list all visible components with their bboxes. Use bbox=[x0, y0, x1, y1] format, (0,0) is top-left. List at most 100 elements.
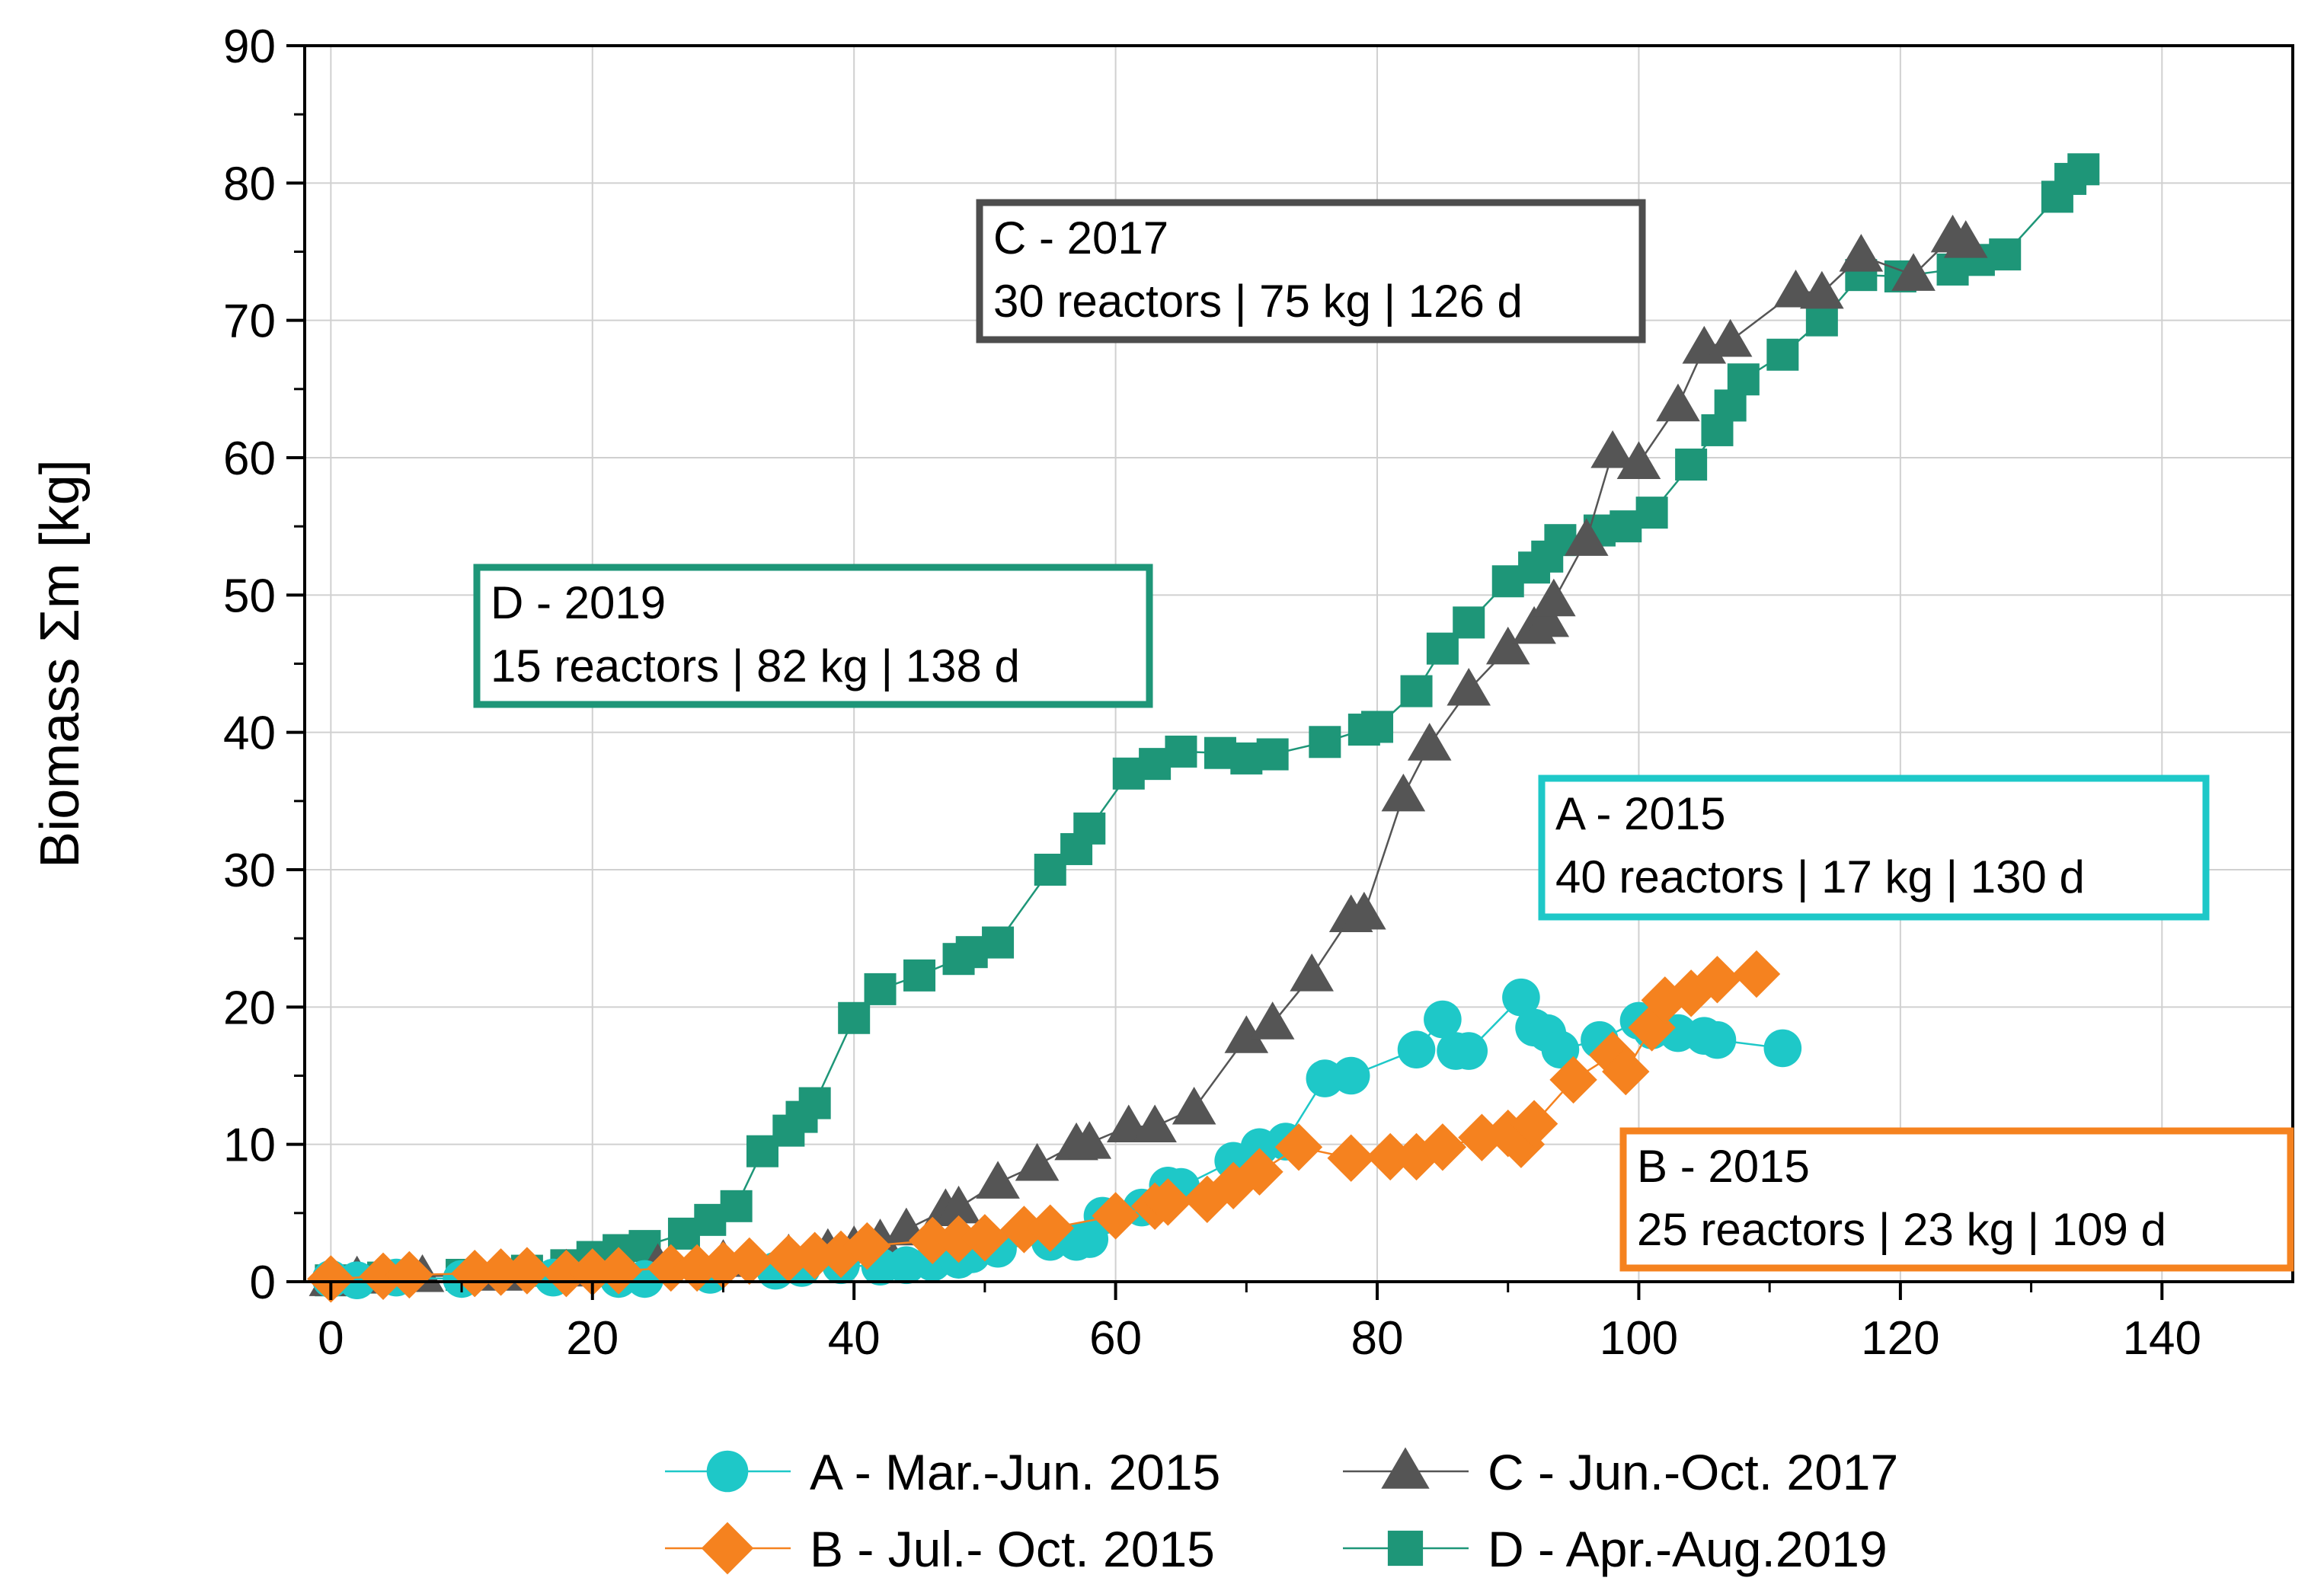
x-tick-label: 60 bbox=[1089, 1312, 1142, 1365]
data-point bbox=[568, 1248, 616, 1296]
data-point bbox=[699, 1241, 747, 1289]
legend-label: A - Mar.-Jun. 2015 bbox=[810, 1444, 1220, 1500]
axis-ticks bbox=[286, 44, 2164, 1300]
annotation-frame bbox=[1619, 1127, 2294, 1272]
x-tick-label: 20 bbox=[566, 1312, 619, 1365]
data-point bbox=[1453, 606, 1485, 639]
data-point bbox=[1502, 978, 1540, 1017]
data-point bbox=[1092, 1192, 1140, 1240]
data-point bbox=[1424, 1000, 1462, 1039]
annotation-title: C - 2017 bbox=[993, 212, 1168, 264]
data-point bbox=[1510, 1100, 1558, 1148]
data-point bbox=[451, 1249, 499, 1298]
data-point bbox=[798, 1087, 831, 1119]
data-point bbox=[961, 1214, 1009, 1262]
y-tick-label: 0 bbox=[250, 1257, 276, 1309]
data-point bbox=[2067, 153, 2100, 186]
data-point bbox=[1497, 1120, 1546, 1168]
data-point bbox=[1485, 626, 1530, 665]
data-point bbox=[359, 1252, 408, 1300]
data-point bbox=[1675, 449, 1708, 481]
annotation-title: D - 2019 bbox=[491, 577, 666, 628]
data-point bbox=[1067, 1121, 1112, 1159]
series-layer bbox=[307, 153, 2100, 1303]
data-point bbox=[1015, 1142, 1060, 1181]
legend: A - Mar.-Jun. 2015 B - Jul.- Oct. 2015 C -… bbox=[665, 1444, 1898, 1577]
data-point bbox=[1656, 383, 1700, 422]
legend-item: C - Jun.-Oct. 2017 bbox=[1343, 1444, 1898, 1500]
data-point bbox=[1342, 891, 1386, 930]
data-point bbox=[725, 1237, 774, 1286]
data-point bbox=[1224, 1015, 1269, 1053]
legend-label: B - Jul.- Oct. 2015 bbox=[810, 1521, 1215, 1577]
data-point bbox=[1073, 812, 1106, 845]
data-point bbox=[503, 1247, 551, 1295]
legend-marker bbox=[1387, 1530, 1424, 1567]
data-point bbox=[1805, 304, 1838, 337]
data-point bbox=[1635, 497, 1668, 529]
legend-marker bbox=[701, 1522, 754, 1575]
data-point bbox=[1250, 1001, 1295, 1040]
legend-label: C - Jun.-Oct. 2017 bbox=[1488, 1444, 1898, 1500]
annotation-box: D - 2019 15 reactors | 82 kg | 138 d bbox=[473, 564, 1153, 708]
series-a bbox=[312, 978, 1802, 1299]
data-point bbox=[1727, 363, 1760, 396]
data-point bbox=[307, 1255, 355, 1303]
data-point bbox=[1891, 253, 1936, 291]
data-point bbox=[903, 959, 936, 992]
annotation-detail: 40 reactors | 17 kg | 130 d bbox=[1555, 851, 2085, 902]
data-point bbox=[1209, 1161, 1258, 1209]
data-point bbox=[1236, 1148, 1283, 1196]
data-point bbox=[1616, 441, 1661, 479]
x-tick-label: 0 bbox=[318, 1312, 344, 1365]
data-point bbox=[1309, 726, 1341, 759]
data-point bbox=[1327, 1134, 1375, 1182]
x-tick-label: 40 bbox=[828, 1312, 881, 1365]
x-tick-label: 140 bbox=[2123, 1312, 2201, 1365]
data-point bbox=[1000, 1206, 1048, 1254]
y-tick-label: 50 bbox=[223, 570, 276, 622]
data-point bbox=[1183, 1175, 1232, 1223]
y-tick-label: 10 bbox=[223, 1119, 276, 1172]
legend-marker bbox=[1381, 1447, 1430, 1489]
data-point bbox=[1698, 1020, 1737, 1059]
data-point bbox=[838, 1001, 871, 1034]
data-point bbox=[1484, 1110, 1532, 1158]
data-point bbox=[1392, 1132, 1440, 1181]
data-point bbox=[385, 1250, 433, 1299]
data-point bbox=[1708, 318, 1753, 357]
data-point bbox=[909, 1216, 957, 1265]
data-point bbox=[720, 1190, 753, 1222]
legend-item: A - Mar.-Jun. 2015 bbox=[665, 1444, 1220, 1500]
annotations: C - 2017 30 reactors | 75 kg | 126 d D - 2… bbox=[473, 199, 2294, 1272]
legend-label: D - Apr.-Aug.2019 bbox=[1488, 1521, 1888, 1577]
data-point bbox=[1541, 1030, 1580, 1069]
y-tick-label: 40 bbox=[223, 707, 276, 760]
y-axis-title: Biomass Σm [kg] bbox=[30, 459, 91, 868]
data-point bbox=[936, 1185, 981, 1224]
data-point bbox=[1763, 1029, 1802, 1068]
data-point bbox=[1397, 1030, 1436, 1069]
data-point bbox=[1331, 1056, 1370, 1095]
data-point bbox=[1525, 599, 1570, 637]
y-tick-label: 60 bbox=[223, 433, 276, 485]
annotation-box: A - 2015 40 reactors | 17 kg | 130 d bbox=[1538, 775, 2210, 921]
annotation-detail: 25 reactors | 23 kg | 109 d bbox=[1637, 1204, 2166, 1255]
annotation-detail: 15 reactors | 82 kg | 138 d bbox=[491, 640, 1020, 691]
annotation-box: C - 2017 30 reactors | 75 kg | 126 d bbox=[976, 199, 1646, 343]
data-point bbox=[1361, 711, 1394, 743]
x-tick-label: 120 bbox=[1861, 1312, 1939, 1365]
y-tick-label: 80 bbox=[223, 158, 276, 210]
annotation-frame bbox=[976, 199, 1646, 343]
data-point bbox=[1590, 430, 1635, 468]
legend-item: B - Jul.- Oct. 2015 bbox=[665, 1521, 1215, 1577]
data-point bbox=[1766, 338, 1799, 371]
data-point bbox=[1400, 675, 1433, 707]
data-point bbox=[1026, 1204, 1074, 1252]
data-point bbox=[1800, 270, 1844, 309]
data-point bbox=[1447, 667, 1491, 706]
data-point bbox=[1165, 735, 1197, 768]
data-point bbox=[1407, 723, 1452, 761]
data-point bbox=[935, 1215, 983, 1263]
data-point bbox=[1564, 518, 1609, 556]
